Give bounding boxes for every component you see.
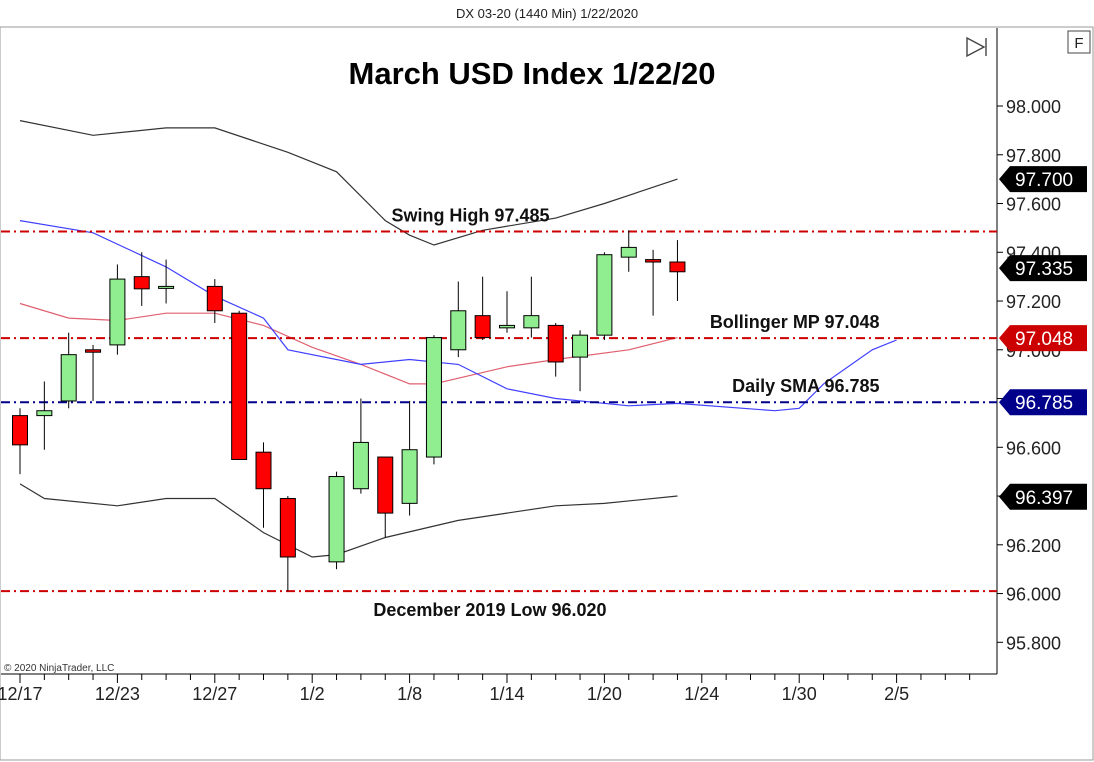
y-tick-label: 96.200 [1006, 536, 1061, 556]
price-tag: 97.335 [999, 255, 1087, 282]
candle-body [231, 312, 248, 460]
y-tick-label: 97.200 [1006, 292, 1061, 312]
level-label: December 2019 Low 96.020 [373, 600, 606, 620]
candle-body [474, 315, 491, 339]
bollinger-upper-line [19, 120, 678, 246]
x-tick-label: 2/5 [884, 684, 909, 704]
x-tick-label: 1/30 [782, 684, 817, 704]
f-button-frame [1067, 30, 1091, 54]
y-tick-label: 97.600 [1006, 195, 1061, 215]
level-label: Bollinger MP 97.048 [710, 312, 880, 332]
candle-body [499, 324, 515, 329]
x-tick-label: 1/8 [397, 684, 422, 704]
y-tick-label: 98.000 [1006, 97, 1061, 117]
price-tag-label: 97.700 [1015, 170, 1073, 191]
f-button-label: F [1074, 35, 1083, 52]
price-tag: 96.785 [999, 389, 1087, 416]
price-tag-label: 97.048 [1015, 329, 1073, 350]
window-header: DX 03-20 (1440 Min) 1/22/2020 [456, 6, 638, 21]
candle-body [12, 415, 28, 446]
candle-body [620, 246, 637, 258]
price-tag: 97.700 [999, 166, 1087, 193]
daily-sma-line [19, 220, 897, 412]
price-tag: 96.397 [999, 483, 1087, 510]
bollinger-lower-line [19, 483, 678, 558]
candle-body [206, 285, 223, 312]
price-tag-shape [999, 483, 1087, 510]
play-end-icon [966, 36, 986, 58]
f-button[interactable]: F [1067, 30, 1091, 54]
candle-body [425, 337, 442, 458]
copyright-text: © 2020 NinjaTrader, LLC [4, 663, 114, 674]
candle-body [450, 310, 467, 351]
candle-body [547, 324, 564, 363]
candle-body [401, 449, 418, 504]
candles-layer [12, 230, 686, 592]
candle-body [572, 334, 589, 358]
level-lines-layer: Swing High 97.485 Bollinger MP 97.048 Dail… [1, 206, 997, 620]
x-tick-label: 12/23 [95, 684, 140, 704]
price-tag-label: 96.785 [1015, 393, 1073, 414]
candle-body [109, 278, 126, 346]
x-tick-label: 12/27 [192, 684, 237, 704]
candle-body [85, 349, 102, 353]
candle-body [279, 497, 296, 558]
y-tick-label: 96.600 [1006, 438, 1061, 458]
x-tick-label: 1/2 [300, 684, 325, 704]
candle-body [669, 261, 686, 273]
price-tag-shape [999, 166, 1087, 193]
candle-body [645, 259, 662, 263]
level-label: Daily SMA 96.785 [732, 376, 879, 396]
y-tick-label: 96.000 [1006, 585, 1061, 605]
price-tag-label: 97.335 [1015, 259, 1073, 280]
price-tag: 97.048 [999, 325, 1087, 352]
level-label: Swing High 97.485 [391, 206, 549, 226]
candle-body [596, 254, 613, 336]
candle-body [255, 451, 272, 490]
candle-body [158, 285, 175, 289]
price-tags-layer: 97.700 97.335 97.048 96.785 96.397 [999, 166, 1087, 510]
candle-body [377, 456, 394, 514]
candle-body [352, 441, 369, 490]
candle-body [328, 476, 345, 563]
x-tick-label: 1/14 [489, 684, 524, 704]
y-tick-label: 95.800 [1006, 633, 1061, 653]
scroll-to-end-button[interactable] [966, 36, 987, 58]
chart-title: March USD Index 1/22/20 [349, 56, 716, 91]
x-tick-label: 1/20 [587, 684, 622, 704]
x-axis-labels: 12/17 12/23 12/27 1/2 1/8 1/14 1/20 1/24 1/30 2/5 [0, 674, 971, 704]
price-tag-shape [999, 389, 1087, 416]
x-tick-label: 12/17 [0, 684, 43, 704]
candle-body [36, 410, 53, 417]
bollinger-mid-line [19, 302, 678, 385]
chart-frame [0, 26, 1094, 761]
y-tick-label: 97.800 [1006, 146, 1061, 166]
plot-area[interactable] [1, 28, 997, 674]
bollinger-band-layer [19, 120, 897, 558]
candle-body [523, 315, 540, 329]
candle-body [60, 354, 77, 402]
price-tag-shape [999, 325, 1087, 352]
candle-body [133, 276, 150, 290]
price-tag-label: 96.397 [1015, 488, 1073, 509]
price-tag-shape [999, 255, 1087, 282]
x-tick-label: 1/24 [684, 684, 719, 704]
